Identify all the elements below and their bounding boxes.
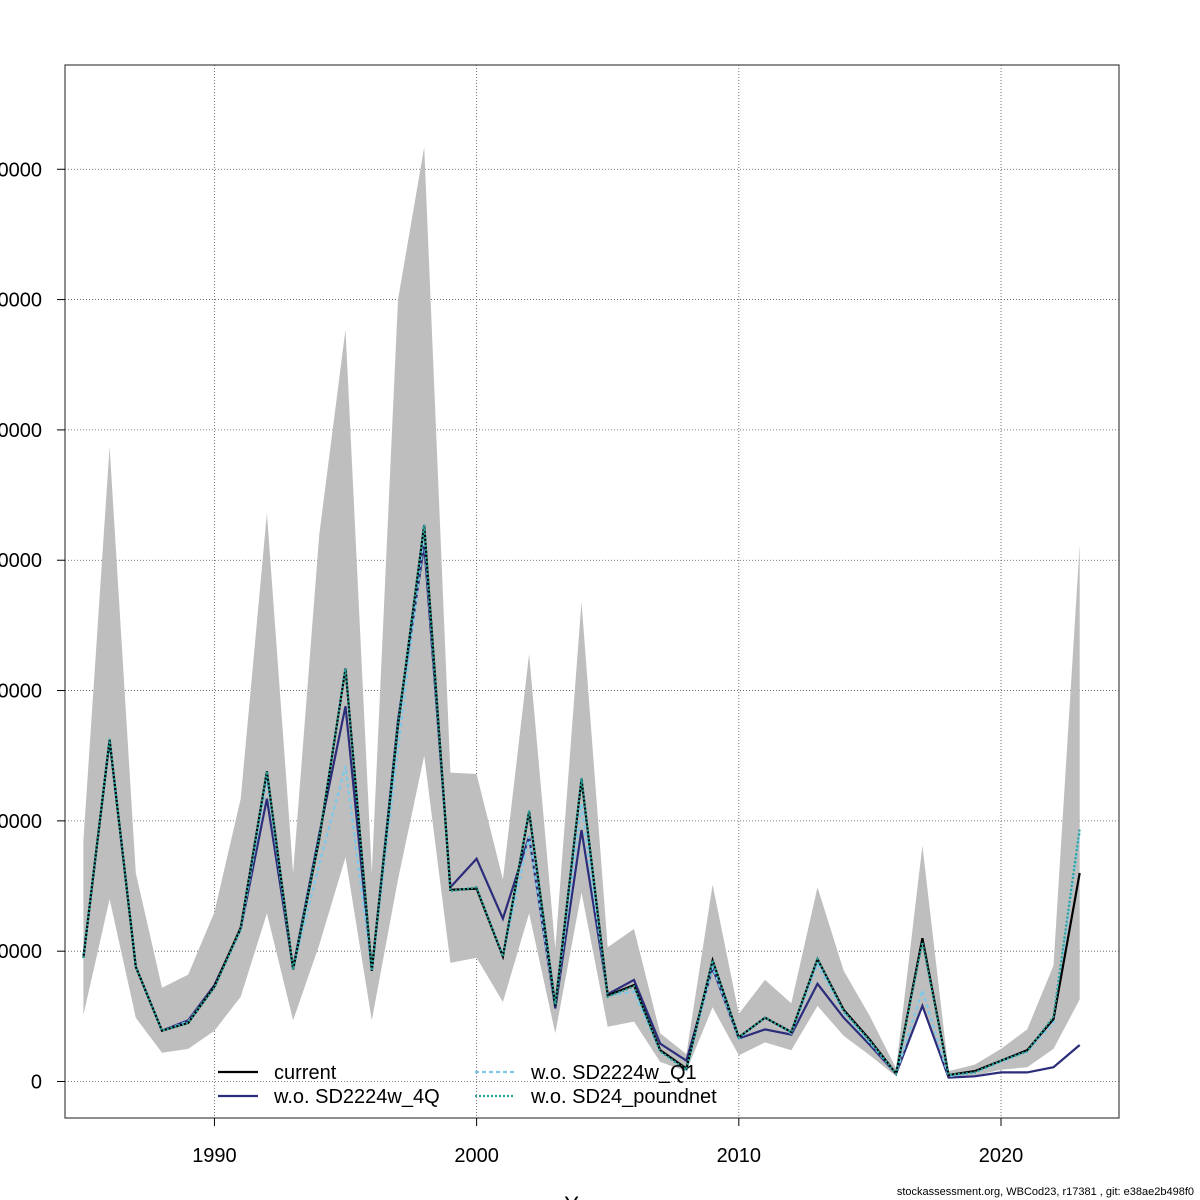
y-tick-label: 0 [31,1072,42,1094]
legend-label-w-o-sd2224w-4q: w.o. SD2224w_4Q [273,1086,440,1108]
y-tick-label: 0000 [0,550,42,572]
y-tick-label: 0000 [0,420,42,442]
series-lines [82,524,1081,1079]
plot-frame [64,64,1120,1119]
footer-credit: stockassessment.org, WBCod23, r17381 , g… [896,1186,1194,1198]
x-axis: 1990 2000 2010 2020 [192,1118,1023,1167]
series-line-w-o-sd2224w-4q [82,544,1081,1079]
y-tick-label: 0000 [0,681,42,703]
x-tick-label: 1990 [192,1145,237,1167]
y-tick-label: 0000 [0,159,42,181]
x-tick-label: 2000 [454,1145,499,1167]
legend-label-w-o-sd24-poundnet: w.o. SD24_poundnet [530,1086,717,1108]
x-tick-label: 2020 [979,1145,1024,1167]
y-tick-label: 0000 [0,811,42,833]
legend-label-w-o-sd2224w-q1: w.o. SD2224w_Q1 [530,1062,697,1084]
x-tick-label: 2010 [717,1145,762,1167]
legend-label-current: current [274,1062,337,1084]
x-axis-label: Years [564,1192,619,1200]
y-tick-label: 0000 [0,941,42,963]
y-tick-label: 0000 [0,290,42,312]
confidence-band [83,147,1080,1078]
series-line-w-o-sd24-poundnet [82,524,1081,1077]
